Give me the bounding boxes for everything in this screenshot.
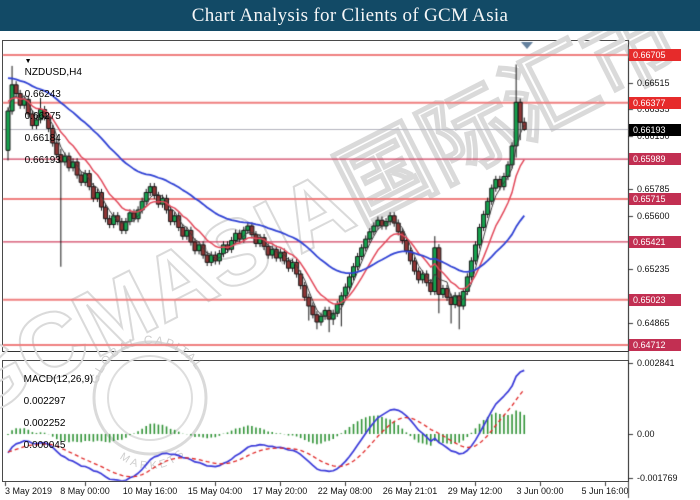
trading-chart-window: Chart Analysis for Clients of GCM Asia G… (0, 0, 700, 500)
price-chart-canvas[interactable] (0, 0, 700, 500)
